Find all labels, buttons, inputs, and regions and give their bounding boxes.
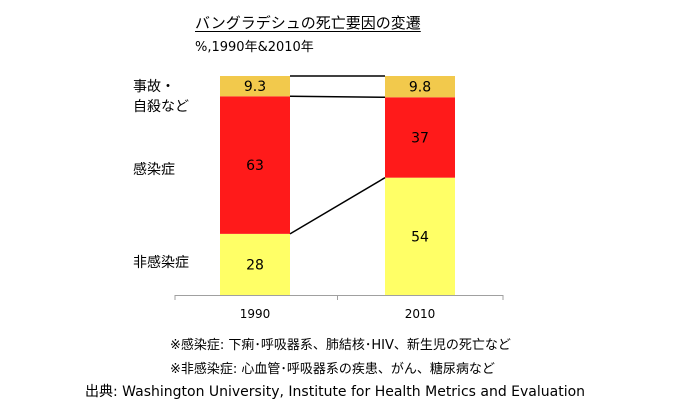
bar-1990-infect	[220, 96, 290, 234]
chart-subtitle: %,1990年&2010年	[195, 40, 314, 55]
x-tick-label-2010: 2010	[405, 307, 436, 321]
legend-label-infectious: 感染症	[133, 162, 175, 178]
data-label-1990-infect: 63	[246, 158, 264, 174]
data-label-1990-noncomm: 28	[246, 257, 264, 273]
note-infectious: ※感染症: 下痢･呼吸器系、肺結核･HIV、新生児の死亡など	[170, 338, 511, 353]
data-label-2010-injury: 9.8	[409, 80, 431, 96]
bar-1990-injury	[220, 76, 290, 97]
legend-label-injury-line1: 事故・	[133, 79, 175, 95]
bar-2010-noncomm	[385, 177, 455, 295]
connector-line-1	[289, 177, 386, 235]
chart-title: バングラデシュの死亡要因の変遷	[195, 14, 421, 32]
legend-label-injury-line2: 自殺など	[133, 99, 189, 115]
bar-2010-infect	[385, 97, 455, 178]
data-label-2010-infect: 37	[411, 130, 429, 146]
bar-1990-noncomm	[220, 233, 290, 295]
bar-2010-injury	[385, 76, 455, 98]
note-noncommunicable: ※非感染症: 心血管･呼吸器系の疾患、がん、糖尿病など	[170, 362, 495, 377]
data-label-1990-injury: 9.3	[244, 79, 266, 95]
source-credit: 出典: Washington University, Institute for…	[85, 384, 586, 400]
data-label-2010-noncomm: 54	[411, 229, 429, 245]
connector-line-2	[289, 95, 386, 99]
legend-label-injury: 事故・ 自殺など	[133, 77, 189, 117]
x-tick-label-1990: 1990	[240, 307, 271, 321]
legend-label-noncommunicable: 非感染症	[133, 255, 189, 271]
